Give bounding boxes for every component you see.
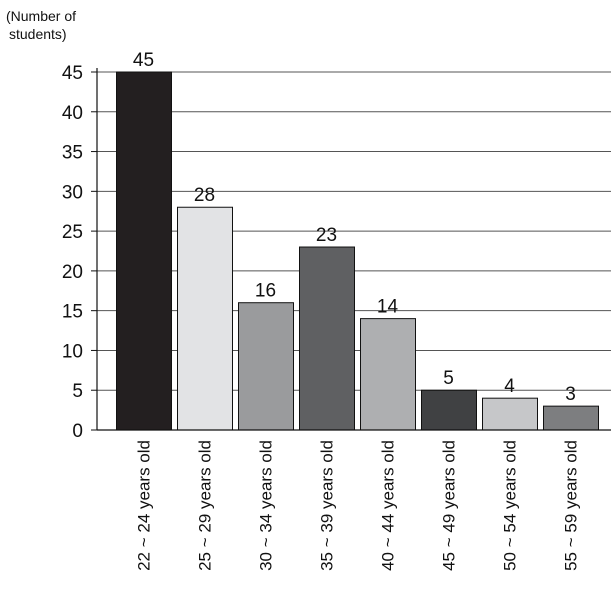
x-tick-label: 55 ~ 59 years old (562, 440, 581, 571)
y-axis-label-line-2: students) (9, 26, 67, 42)
data-label: 3 (565, 384, 576, 405)
y-tick-label: 25 (62, 222, 83, 243)
data-label: 5 (443, 368, 454, 389)
y-tick-label: 20 (62, 262, 83, 283)
x-tick-label: 35 ~ 39 years old (318, 440, 337, 571)
x-tick-label: 40 ~ 44 years old (379, 440, 398, 571)
bar (360, 318, 416, 431)
data-label: 14 (377, 297, 399, 318)
y-tick-label: 15 (62, 302, 83, 323)
data-label: 4 (504, 376, 515, 397)
bar (238, 302, 294, 431)
y-tick-label: 0 (72, 421, 83, 442)
bar (299, 246, 355, 431)
x-tick-label: 50 ~ 54 years old (501, 440, 520, 571)
x-tick-label: 22 ~ 24 years old (135, 440, 154, 571)
x-tick-label: 25 ~ 29 years old (196, 440, 215, 571)
y-tick-label: 10 (62, 341, 83, 362)
x-tick-label: 30 ~ 34 years old (257, 440, 276, 571)
y-axis-label-line-1: (Number of (6, 8, 76, 24)
y-tick-label: 35 (62, 143, 83, 164)
bar (482, 397, 538, 431)
data-label: 45 (133, 50, 154, 71)
bar (543, 405, 599, 431)
data-label: 16 (255, 281, 276, 302)
axes (91, 68, 611, 431)
y-tick-label: 30 (62, 182, 83, 203)
data-label: 23 (316, 225, 337, 246)
y-tick-label: 5 (72, 381, 83, 402)
bar (116, 71, 172, 431)
x-tick-label: 45 ~ 49 years old (440, 440, 459, 571)
data-label: 28 (194, 185, 215, 206)
bars (116, 71, 599, 431)
bar (177, 206, 233, 431)
y-tick-label: 40 (62, 103, 83, 124)
y-tick-label: 45 (62, 63, 83, 84)
bar (421, 389, 477, 431)
